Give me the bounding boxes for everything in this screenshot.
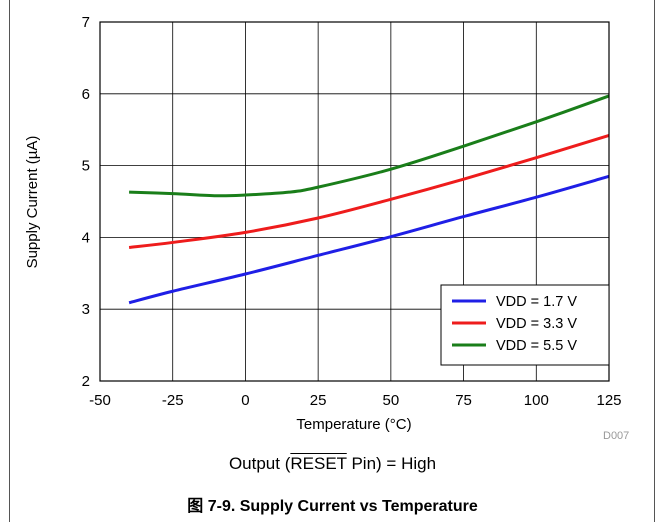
- series-line-2: [128, 134, 610, 249]
- y-axis-title: Supply Current (µA): [24, 136, 41, 269]
- x-tick-label: -50: [89, 392, 111, 409]
- test-condition: Output (RESET Pin) = High: [0, 454, 665, 474]
- series-lines: [128, 94, 610, 305]
- figure-code: D007: [603, 430, 629, 442]
- x-tick-labels: -50 -25 0 25 50 75 100 125: [89, 392, 621, 409]
- x-tick-label: 100: [524, 392, 549, 409]
- y-tick-labels: 2 3 4 5 6 7: [82, 14, 90, 390]
- supply-current-chart: -50 -25 0 25 50 75 100 125 2 3 4 5 6 7 Temperature (…: [24, 14, 629, 442]
- legend-box: [440, 284, 610, 366]
- figure-frame: [9, 0, 655, 522]
- x-tick-label: 50: [383, 392, 400, 409]
- y-tick-label: 2: [82, 373, 90, 390]
- legend: VDD = 1.7 V VDD = 3.3 V VDD = 5.5 V: [440, 284, 610, 366]
- y-tick-label: 4: [82, 229, 90, 246]
- legend-label-1: VDD = 1.7 V: [496, 294, 577, 310]
- x-tick-label: 125: [596, 392, 621, 409]
- x-tick-label: 0: [241, 392, 249, 409]
- figure-caption: 图 7-9. Supply Current vs Temperature: [187, 498, 478, 515]
- series-line-3: [129, 94, 610, 198]
- y-tick-label: 3: [82, 301, 90, 318]
- condition-prefix: Output (: [228, 454, 291, 473]
- y-tick-label: 5: [82, 158, 90, 175]
- x-tick-label: 25: [310, 392, 327, 409]
- condition-pin: RESET: [290, 454, 347, 473]
- condition-suffix: Pin) = High: [346, 454, 437, 473]
- y-tick-label: 6: [82, 86, 90, 103]
- plot-border: [99, 21, 610, 382]
- series-line-1: [128, 174, 610, 305]
- y-tick-label: 7: [82, 14, 90, 31]
- x-tick-label: -25: [162, 392, 184, 409]
- x-axis-title: Temperature (°C): [296, 416, 411, 433]
- x-tick-label: 75: [455, 392, 472, 409]
- legend-label-3: VDD = 5.5 V: [496, 338, 577, 354]
- legend-label-2: VDD = 3.3 V: [496, 316, 577, 332]
